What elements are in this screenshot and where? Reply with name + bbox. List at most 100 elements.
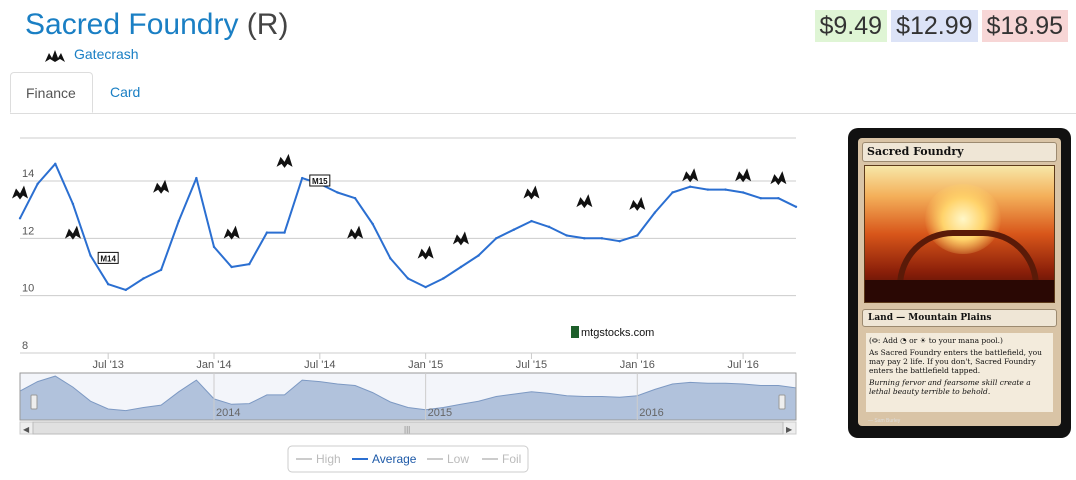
data-point [89, 254, 92, 257]
price-chart: 8 10 12 14 Jul '13 Jan '14 Jul '14 Jan '15 Jul '… [12, 137, 798, 473]
tab-bar: Finance Card [10, 72, 1076, 114]
data-point [336, 191, 339, 194]
set-link[interactable]: Gatecrash [74, 46, 139, 62]
data-point [477, 254, 480, 257]
navigator-right-handle[interactable] [778, 394, 786, 410]
data-point [300, 176, 304, 180]
navigator-year-label: 2014 [216, 407, 240, 419]
x-tick-label: Jul '14 [304, 359, 335, 371]
mtgstocks-logo-icon [571, 326, 579, 338]
card-rules-mana: (⭖: Add ◔ or ☀ to your mana pool.) [869, 336, 1003, 345]
x-tick-label: Jan '16 [620, 359, 655, 371]
card-rules-etb: As Sacred Foundry enters the battlefield… [869, 348, 1042, 375]
data-point [353, 197, 357, 200]
legend-item-high[interactable]: High [316, 452, 341, 466]
average-price-line [19, 162, 797, 291]
card-art [864, 165, 1055, 303]
price-average: $12.99 [891, 10, 978, 42]
data-point [106, 283, 110, 286]
oath-of-the-gatewatch-set-icon [629, 196, 646, 211]
fate-reforged-set-icon [417, 245, 434, 260]
data-point [618, 240, 621, 243]
data-point [724, 188, 727, 191]
data-point [759, 197, 762, 200]
legend-box [287, 445, 529, 473]
tab-finance[interactable]: Finance [10, 72, 93, 113]
data-point [71, 202, 75, 206]
data-point [406, 277, 410, 280]
x-tick-label: Jul '15 [516, 359, 547, 371]
tab-card[interactable]: Card [110, 84, 141, 100]
navigator-window [19, 372, 797, 421]
x-tick-label: Jan '15 [408, 359, 443, 371]
gatecrash-set-icon [12, 185, 28, 200]
kaladesh-set-icon [770, 171, 787, 186]
card-image: Sacred Foundry Land — Mountain Plains (⭖… [848, 128, 1071, 438]
data-point [600, 237, 604, 240]
scrollbar-grip-icon: ||| [404, 425, 410, 434]
data-point [530, 219, 533, 223]
navigator-left-handle[interactable] [30, 394, 38, 410]
scroll-left-arrow[interactable]: ◀ [23, 425, 30, 434]
x-tick-label: Jul '13 [92, 359, 123, 371]
theros-set-icon [153, 179, 170, 194]
data-point [212, 245, 216, 249]
m15-set-icon-label: M15 [312, 177, 328, 186]
data-point [653, 211, 657, 214]
data-point [671, 191, 674, 194]
card-image-name: Sacred Foundry [862, 142, 1057, 162]
data-point [459, 265, 463, 269]
legend-item-low[interactable]: Low [447, 452, 469, 466]
data-point [794, 205, 798, 208]
scroll-right-arrow[interactable]: ▶ [786, 425, 793, 434]
journey-into-nyx-set-icon [276, 153, 293, 168]
data-point [389, 257, 392, 260]
data-point [142, 277, 145, 280]
data-point [442, 277, 445, 280]
price-low: $9.49 [814, 10, 888, 42]
x-tick-label: Jul '16 [727, 359, 758, 371]
shadows-over-innistrad-set-icon [682, 168, 699, 183]
data-point [54, 162, 57, 165]
data-point [18, 217, 22, 220]
data-point [283, 231, 286, 234]
data-point [494, 237, 498, 240]
y-tick-label: 14 [22, 168, 34, 180]
scrollbar-thumb[interactable] [32, 421, 784, 435]
y-tick-label: 8 [22, 340, 28, 352]
data-point [265, 231, 269, 234]
khans-of-tarkir-set-icon [347, 225, 364, 240]
data-point [636, 234, 639, 237]
dragons-of-tarkir-set-icon [452, 231, 469, 246]
battle-for-zendikar-set-icon [576, 194, 593, 209]
legend-item-foil[interactable]: Foil [502, 452, 521, 466]
eldritch-moon-set-icon [735, 168, 752, 183]
rarity-label: (R) [246, 8, 289, 41]
price-high: $18.95 [981, 10, 1068, 42]
watermark: mtgstocks.com [581, 327, 654, 339]
card-name-link[interactable]: Sacred Foundry [25, 8, 239, 41]
price-badges: $9.49 $12.99 $18.95 [814, 10, 1068, 42]
data-point [741, 191, 745, 194]
legend-item-average[interactable]: Average [372, 452, 417, 466]
gatecrash-set-icon [45, 50, 65, 62]
y-tick-label: 12 [22, 225, 34, 237]
data-point [159, 268, 163, 272]
y-tick-label: 10 [22, 283, 34, 295]
card-type-line: Land — Mountain Plains [862, 309, 1057, 327]
navigator-year-label: 2016 [639, 407, 663, 419]
navigator-year-label: 2015 [428, 407, 452, 419]
data-point [688, 185, 692, 188]
card-flavor-text: Burning fervor and fearsome skill create… [869, 378, 1031, 396]
card-rules-text: (⭖: Add ◔ or ☀ to your mana pool.) As Sa… [866, 333, 1053, 412]
data-point [248, 262, 251, 266]
data-point [36, 182, 39, 186]
x-tick-label: Jan '14 [196, 359, 231, 371]
data-point [124, 288, 128, 292]
dragons-maze-set-icon [64, 225, 81, 240]
data-point [583, 237, 586, 240]
m14-set-icon [97, 251, 119, 264]
born-of-the-gods-set-icon [223, 225, 240, 240]
data-point [777, 197, 780, 200]
data-point [230, 265, 233, 269]
